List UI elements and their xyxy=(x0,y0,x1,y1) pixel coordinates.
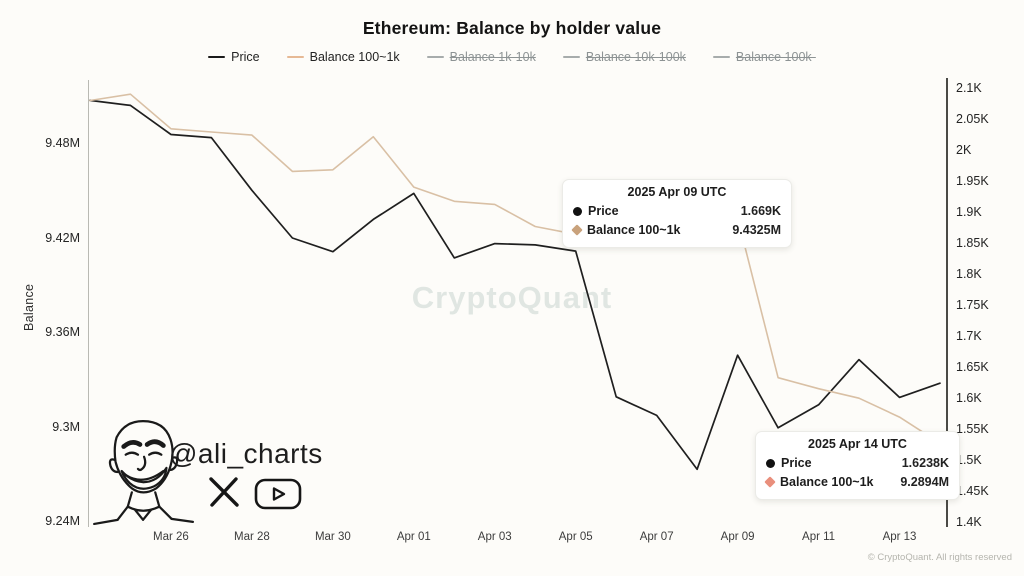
diamond-marker-icon xyxy=(571,224,583,236)
x-twitter-icon xyxy=(209,477,239,507)
tooltip-series-label: Price xyxy=(781,456,812,470)
chart-title: Ethereum: Balance by holder value xyxy=(362,18,662,38)
copyright-note: © CryptoQuant. All rights reserved xyxy=(867,552,1012,563)
tooltip-row: Balance 100~1k 9.4325M xyxy=(571,221,781,240)
tooltip-row: Price 1.669K xyxy=(573,202,781,221)
right-axis-line xyxy=(946,78,948,527)
tooltip-series-label: Balance 100~1k xyxy=(780,474,874,489)
legend-label: Price xyxy=(231,50,260,64)
right-axis-tick: 2K xyxy=(956,143,972,157)
right-axis-tick: 1.7K xyxy=(956,329,982,343)
circle-marker-icon xyxy=(766,458,775,468)
legend-series-dash xyxy=(286,56,304,58)
legend-item-balance-1k-10k[interactable]: Balance 1k-10k xyxy=(426,50,536,64)
tooltip-series-value: 9.4325M xyxy=(732,222,781,237)
left-axis-tick: 9.24M xyxy=(45,514,80,528)
right-axis-tick: 1.85K xyxy=(956,236,989,250)
tooltip-series-value: 1.669K xyxy=(740,204,781,218)
tooltip-series-value: 1.6238K xyxy=(901,456,949,470)
x-axis-tick: Apr 05 xyxy=(558,531,593,543)
x-axis-tick: Apr 09 xyxy=(720,531,755,543)
x-axis-tick: Mar 28 xyxy=(233,531,270,543)
face-sketch xyxy=(93,420,195,525)
y-axis-title: Balance xyxy=(22,283,36,331)
right-axis-tick: 1.5K xyxy=(956,453,982,467)
legend-label: Balance 100~1k xyxy=(309,50,400,64)
legend-series-dash xyxy=(426,56,444,58)
tooltip-series-label: Price xyxy=(588,204,619,218)
left-axis-tick: 9.42M xyxy=(45,230,80,245)
series-line-balance-100-1k xyxy=(89,93,941,445)
x-axis-tick: Apr 11 xyxy=(802,531,836,543)
legend-label: Balance 100k- xyxy=(735,50,816,64)
tooltip: 2025 Apr 09 UTC Price 1.669K Balance 100~1k… xyxy=(562,179,792,248)
left-axis-tick: 9.3M xyxy=(52,419,80,434)
right-axis-tick: 1.55K xyxy=(956,422,989,436)
legend-label: Balance 1k-10k xyxy=(449,50,536,64)
right-axis-tick: 2.05K xyxy=(956,112,989,126)
legend-item-price[interactable]: Price xyxy=(208,50,260,64)
right-axis-tick: 1.8K xyxy=(956,267,982,281)
right-axis-tick: 1.65K xyxy=(956,360,989,374)
legend-item-balance-100k-[interactable]: Balance 100k- xyxy=(712,50,816,64)
left-axis-line xyxy=(88,80,89,527)
left-axis-tick: 9.36M xyxy=(45,325,80,339)
x-axis-tick: Mar 30 xyxy=(314,531,351,543)
tooltip-row: Balance 100~1k 9.2894M xyxy=(764,473,949,492)
tooltip-title: 2025 Apr 09 UTC xyxy=(627,185,727,199)
left-axis-tick: 9.48M xyxy=(45,136,80,150)
tooltip: 2025 Apr 14 UTC Price 1.6238K Balance 100~1… xyxy=(755,431,960,500)
author-handle: @ali_charts xyxy=(169,438,323,469)
right-axis-tick: 1.9K xyxy=(956,205,982,219)
youtube-icon xyxy=(254,478,302,510)
x-axis-tick: Apr 03 xyxy=(477,531,512,543)
right-axis-tick: 1.45K xyxy=(956,484,989,498)
circle-marker-icon xyxy=(573,206,582,216)
legend-series-dash xyxy=(712,56,730,58)
tooltip-row: Price 1.6238K xyxy=(766,454,949,473)
right-axis-tick: 1.75K xyxy=(956,298,989,312)
x-axis-tick: Apr 13 xyxy=(882,531,917,543)
right-axis-tick: 1.6K xyxy=(956,391,982,405)
x-axis-tick: Apr 01 xyxy=(396,531,431,543)
legend-item-balance-10k-100k[interactable]: Balance 10k-100k xyxy=(562,50,686,64)
right-axis-tick: 2.1K xyxy=(956,81,982,95)
x-axis-tick: Mar 26 xyxy=(153,531,189,543)
cryptoquant-watermark: CryptoQuant xyxy=(411,280,613,315)
legend: Price Balance 100~1k Balance 1k-10k Balance… xyxy=(0,50,1024,64)
legend-series-dash xyxy=(208,56,226,58)
legend-label: Balance 10k-100k xyxy=(585,50,686,64)
right-axis-tick: 1.4K xyxy=(956,515,982,529)
tooltip-series-label: Balance 100~1k xyxy=(587,222,681,237)
right-axis-tick: 1.95K xyxy=(956,174,989,188)
legend-series-dash xyxy=(562,56,580,58)
x-axis-tick: Apr 07 xyxy=(639,531,674,543)
diamond-marker-icon xyxy=(764,476,776,488)
legend-item-balance-100-1k[interactable]: Balance 100~1k xyxy=(286,50,400,64)
tooltip-series-value: 9.2894M xyxy=(900,474,949,489)
tooltip-title: 2025 Apr 14 UTC xyxy=(808,437,907,451)
